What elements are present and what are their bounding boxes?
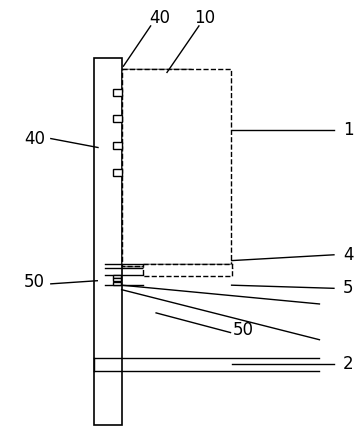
Text: 4: 4 — [343, 246, 354, 264]
Bar — [113, 89, 122, 96]
Bar — [122, 69, 231, 266]
Text: 50: 50 — [24, 273, 45, 291]
Text: 40: 40 — [149, 9, 170, 27]
Text: 5: 5 — [343, 279, 354, 297]
Bar — [113, 278, 121, 281]
Bar — [113, 169, 122, 176]
Text: 50: 50 — [233, 321, 254, 339]
Text: 1: 1 — [343, 121, 354, 139]
Bar — [113, 142, 122, 149]
Bar — [143, 264, 232, 276]
Text: 2: 2 — [343, 355, 354, 373]
Bar — [113, 282, 121, 285]
Bar — [113, 115, 122, 122]
Text: 10: 10 — [195, 9, 216, 27]
Bar — [122, 69, 191, 266]
Bar — [94, 58, 122, 425]
Text: 40: 40 — [24, 130, 45, 148]
Bar — [113, 275, 121, 278]
